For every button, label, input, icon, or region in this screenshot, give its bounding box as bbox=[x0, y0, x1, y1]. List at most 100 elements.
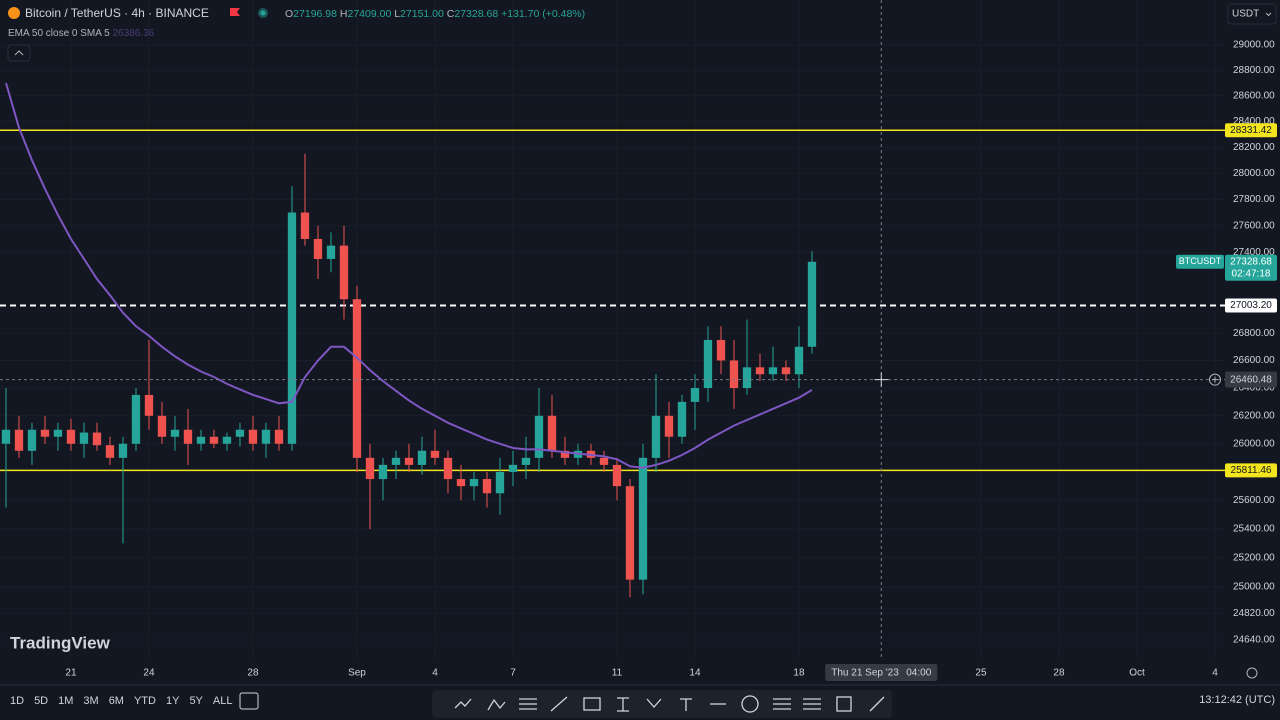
y-tick-label: 28200.00 bbox=[1233, 142, 1275, 153]
candle-body bbox=[105, 445, 115, 458]
tool-cursor[interactable] bbox=[617, 697, 629, 712]
x-tick-label: 11 bbox=[612, 668, 623, 679]
candle-body bbox=[612, 464, 622, 487]
symbol-tag-bg bbox=[1176, 254, 1224, 269]
tool-measure[interactable] bbox=[741, 695, 759, 713]
x-tick-label: 18 bbox=[793, 668, 805, 679]
y-tick-label: 28400.00 bbox=[1233, 116, 1275, 127]
candle-body bbox=[560, 450, 570, 458]
currency-caret bbox=[1265, 12, 1272, 17]
candle-body bbox=[157, 415, 167, 437]
x-tick-label: 24 bbox=[143, 668, 155, 679]
candle-body bbox=[170, 429, 180, 437]
y-tick-label: 26000.00 bbox=[1233, 438, 1275, 449]
symbol-tag: BTCUSDT bbox=[1179, 256, 1222, 266]
date-range-button[interactable] bbox=[239, 692, 259, 710]
drawing-tools bbox=[454, 695, 885, 713]
tool-note[interactable] bbox=[583, 697, 601, 711]
indicator-value: 26386.36 bbox=[113, 28, 155, 39]
tool-trend[interactable] bbox=[454, 698, 472, 709]
candle-body bbox=[677, 401, 687, 437]
countdown: 02:47:18 bbox=[1232, 268, 1271, 279]
tool-line[interactable] bbox=[550, 696, 568, 712]
candle-body bbox=[625, 486, 635, 580]
crosshair-time: 04:00 bbox=[906, 668, 931, 679]
y-tick-label: 24820.00 bbox=[1233, 608, 1275, 619]
candle-body bbox=[235, 429, 245, 437]
range-button[interactable]: 5D bbox=[34, 695, 48, 707]
add-alert[interactable] bbox=[1209, 373, 1221, 386]
tool-zoom[interactable] bbox=[836, 696, 852, 712]
last-price: 27328.68 bbox=[1230, 256, 1272, 267]
y-tick-label: 27600.00 bbox=[1233, 220, 1275, 231]
candle-body bbox=[794, 346, 804, 375]
candle-body bbox=[326, 245, 336, 259]
x-tick-label: 28 bbox=[1053, 668, 1065, 679]
x-tick-label: 28 bbox=[247, 668, 259, 679]
range-button[interactable]: 6M bbox=[109, 695, 124, 707]
x-tick-label: 14 bbox=[689, 668, 701, 679]
status-dot-core bbox=[260, 10, 266, 16]
add-alert-plus bbox=[1212, 376, 1218, 383]
candle-body bbox=[79, 432, 89, 444]
crosshair-price-bg bbox=[1225, 371, 1277, 388]
y-tick-label: 26800.00 bbox=[1233, 328, 1275, 339]
range-button[interactable]: ALL bbox=[213, 695, 233, 707]
x-tick-label: 4 bbox=[1212, 668, 1218, 679]
y-tick-label: 24640.00 bbox=[1233, 635, 1275, 646]
x-tick-label: 25 bbox=[975, 668, 987, 679]
candle-body bbox=[352, 299, 362, 458]
candle-body bbox=[118, 443, 128, 458]
y-tick-label: 25200.00 bbox=[1233, 553, 1275, 564]
tool-fib[interactable] bbox=[519, 698, 537, 710]
range-button[interactable]: 1Y bbox=[166, 695, 180, 707]
y-tick-label: 25400.00 bbox=[1233, 524, 1275, 535]
tool-levels[interactable] bbox=[773, 698, 791, 710]
candle-body bbox=[209, 436, 219, 444]
tool-list[interactable] bbox=[803, 698, 821, 710]
candle-body bbox=[66, 429, 76, 444]
candle-body bbox=[339, 245, 349, 300]
range-button[interactable]: YTD bbox=[134, 695, 156, 707]
price-line-label: 27003.20 bbox=[1230, 300, 1272, 311]
cursor bbox=[874, 372, 889, 387]
tool-ruler[interactable] bbox=[869, 696, 885, 712]
y-tick-label: 28000.00 bbox=[1233, 168, 1275, 179]
range-button[interactable]: 1D bbox=[10, 695, 24, 707]
range-button[interactable]: 1M bbox=[58, 695, 73, 707]
candle-body bbox=[365, 457, 375, 480]
coin-icon bbox=[8, 7, 20, 19]
currency: USDT bbox=[1232, 9, 1259, 20]
c-value: 27328.68 bbox=[454, 8, 498, 20]
y-tick-label: 27800.00 bbox=[1233, 194, 1275, 205]
l-label: L bbox=[394, 8, 400, 20]
range-button[interactable]: 3M bbox=[83, 695, 98, 707]
candle-body bbox=[638, 457, 648, 580]
tool-brush[interactable] bbox=[646, 698, 662, 708]
y-tick-label: 26400.00 bbox=[1233, 383, 1275, 394]
candle-body bbox=[742, 367, 752, 389]
last-price-bg bbox=[1225, 254, 1277, 281]
x-tick-label: 21 bbox=[65, 668, 77, 679]
candle-body bbox=[443, 457, 453, 480]
candle-body bbox=[703, 339, 713, 389]
crosshair-date-bg bbox=[825, 664, 938, 681]
candle-body bbox=[131, 394, 141, 444]
tool-text[interactable] bbox=[680, 698, 692, 711]
candle-body bbox=[716, 339, 726, 361]
candle-body bbox=[222, 436, 232, 444]
range-button[interactable]: 5Y bbox=[189, 695, 203, 707]
price-line-label: 25811.46 bbox=[1231, 465, 1272, 476]
settings-button[interactable] bbox=[1246, 667, 1258, 679]
currency-button[interactable] bbox=[1227, 3, 1277, 25]
crosshair-date: Thu 21 Sep '23 bbox=[831, 668, 899, 679]
plot-area bbox=[0, 0, 1225, 660]
candle-body bbox=[807, 261, 817, 347]
collapse-button[interactable] bbox=[7, 44, 31, 62]
candle-body bbox=[391, 457, 401, 465]
candle-body bbox=[768, 367, 778, 375]
tool-pattern[interactable] bbox=[487, 698, 506, 711]
candle-body bbox=[144, 394, 154, 416]
y-tick-label: 28800.00 bbox=[1233, 65, 1275, 76]
